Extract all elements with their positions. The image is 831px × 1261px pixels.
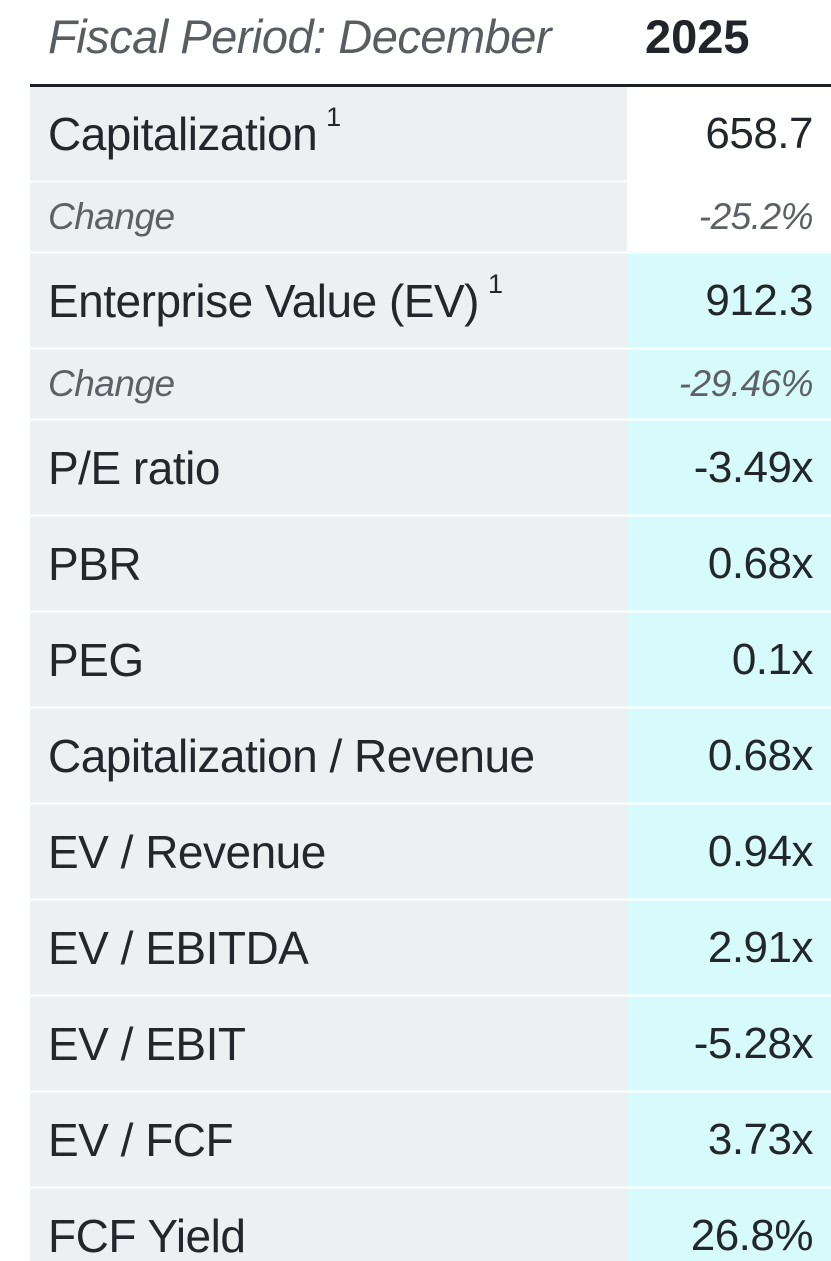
table-row-pbr: PBR 0.68x (30, 514, 831, 610)
table-row-change: Change -25.2% (30, 180, 831, 251)
table-row-pe-ratio: P/E ratio -3.49x (30, 418, 831, 514)
metric-value: 0.1x (627, 610, 831, 706)
metric-label-cell: Change (30, 347, 627, 418)
metric-label-cell: P/E ratio (30, 418, 627, 514)
table-row-ev-revenue: EV / Revenue 0.94x (30, 802, 831, 898)
metric-value: 3.73x (627, 1090, 831, 1186)
fiscal-period-label: Fiscal Period: December (48, 10, 552, 63)
metric-label: PEG (48, 633, 144, 686)
metric-label-cell: PBR (30, 514, 627, 610)
table-row-capitalization-revenue: Capitalization / Revenue 0.68x (30, 706, 831, 802)
metric-label-cell: Change (30, 180, 627, 251)
metric-value: -3.49x (627, 418, 831, 514)
footnote-ref: 1 (326, 102, 341, 132)
metric-label-cell: Enterprise Value (EV) 1 (30, 251, 627, 347)
metric-value: 0.94x (627, 802, 831, 898)
metric-label-cell: EV / Revenue (30, 802, 627, 898)
metric-label-cell: Capitalization / Revenue (30, 706, 627, 802)
metric-label-cell: EV / FCF (30, 1090, 627, 1186)
metric-label: Capitalization (48, 107, 318, 160)
metric-value: -29.46% (627, 347, 831, 418)
year-column-header: 2025 (645, 10, 750, 63)
table-row-ev-ebitda: EV / EBITDA 2.91x (30, 898, 831, 994)
metric-label-cell: PEG (30, 610, 627, 706)
metric-label: PBR (48, 537, 142, 590)
metric-value: -25.2% (627, 180, 831, 251)
metric-label: EV / Revenue (48, 825, 326, 878)
table-row-ev-ebit: EV / EBIT -5.28x (30, 994, 831, 1090)
metric-label: Capitalization / Revenue (48, 729, 535, 782)
metric-label: Enterprise Value (EV) (48, 274, 479, 327)
metric-value: 26.8% (627, 1186, 831, 1261)
metric-label: Change (48, 363, 175, 404)
metric-label: EV / FCF (48, 1113, 234, 1166)
metric-label-cell: FCF Yield (30, 1186, 627, 1261)
metric-value: 0.68x (627, 706, 831, 802)
metric-value: 912.3 (627, 251, 831, 347)
metric-label: Change (48, 196, 175, 237)
metric-label: FCF Yield (48, 1209, 246, 1261)
valuation-table: Capitalization 1 658.7 Change -25.2% Ent… (30, 84, 831, 1261)
metric-value: -5.28x (627, 994, 831, 1090)
metric-label: EV / EBIT (48, 1017, 246, 1070)
table-row-ev-fcf: EV / FCF 3.73x (30, 1090, 831, 1186)
table-row-peg: PEG 0.1x (30, 610, 831, 706)
metric-label: P/E ratio (48, 441, 220, 494)
metric-value: 2.91x (627, 898, 831, 994)
metric-label: EV / EBITDA (48, 921, 309, 974)
metric-label-cell: Capitalization 1 (30, 87, 627, 180)
footnote-ref: 1 (487, 269, 503, 299)
table-row-change: Change -29.46% (30, 347, 831, 418)
metric-value: 0.68x (627, 514, 831, 610)
table-header: Fiscal Period: December 2025 (0, 0, 831, 84)
metric-label-cell: EV / EBIT (30, 994, 627, 1090)
table-row-enterprise-value: Enterprise Value (EV) 1 912.3 (30, 251, 831, 347)
metric-label-cell: EV / EBITDA (30, 898, 627, 994)
table-row-fcf-yield: FCF Yield 26.8% (30, 1186, 831, 1261)
metric-value: 658.7 (627, 87, 831, 180)
table-row-capitalization: Capitalization 1 658.7 (30, 87, 831, 180)
